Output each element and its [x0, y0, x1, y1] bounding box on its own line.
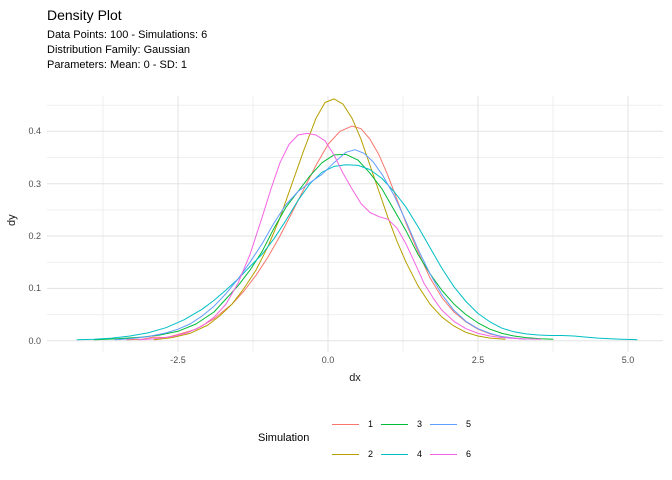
y-tick-label: 0.1 — [28, 283, 41, 293]
legend-item-label: 4 — [417, 449, 423, 459]
legend-item-label: 2 — [368, 449, 374, 459]
legend-item-label: 5 — [466, 419, 472, 429]
density-curve-3 — [93, 153, 554, 341]
y-tick-label: 0.2 — [28, 231, 41, 241]
subtitle-line-data-points: Data Points: 100 - Simulations: 6 — [47, 29, 208, 41]
density-curve-2 — [153, 98, 506, 341]
legend-item-5: 5 — [430, 409, 479, 439]
legend-key-line-icon — [332, 423, 359, 425]
y-tick-label: 0.0 — [28, 336, 41, 346]
legend-item-1: 1 — [332, 409, 381, 439]
legend-key-line-icon — [332, 453, 359, 455]
density-curve-1 — [126, 125, 524, 341]
plot-panel — [47, 96, 663, 352]
density-curve-6 — [138, 132, 542, 341]
legend-item-6: 6 — [430, 439, 479, 469]
legend-grid: 1 2 3 4 5 6 — [332, 409, 479, 469]
legend-item-4: 4 — [381, 439, 430, 469]
legend-item-label: 3 — [417, 419, 423, 429]
subtitle-line-parameters: Parameters: Mean: 0 - SD: 1 — [47, 59, 187, 71]
chart-title: Density Plot — [47, 7, 122, 23]
legend-item-2: 2 — [332, 439, 381, 469]
x-axis-title: dx — [349, 372, 361, 384]
legend-item-3: 3 — [381, 409, 430, 439]
chart-subtitle: Data Points: 100 - Simulations: 6 Distri… — [47, 28, 207, 73]
legend-key-line-icon — [381, 423, 408, 425]
y-axis-title: dy — [6, 214, 18, 226]
legend-key-line-icon — [430, 453, 457, 455]
legend-item-label: 6 — [466, 449, 472, 459]
legend-item-label: 1 — [368, 419, 374, 429]
x-tick-label: -2.5 — [170, 355, 186, 365]
density-curve-4 — [76, 164, 638, 341]
subtitle-line-distribution: Distribution Family: Gaussian — [47, 44, 191, 56]
density-curve-5 — [114, 149, 527, 341]
legend-title: Simulation — [258, 432, 310, 444]
legend-key-line-icon — [430, 423, 457, 425]
y-tick-label: 0.3 — [28, 179, 41, 189]
legend-key-line-icon — [381, 453, 408, 455]
y-tick-label: 0.4 — [28, 126, 41, 136]
x-tick-label: 5.0 — [621, 355, 635, 365]
x-tick-label: 2.5 — [471, 355, 485, 365]
x-tick-label: 0.0 — [321, 355, 335, 365]
